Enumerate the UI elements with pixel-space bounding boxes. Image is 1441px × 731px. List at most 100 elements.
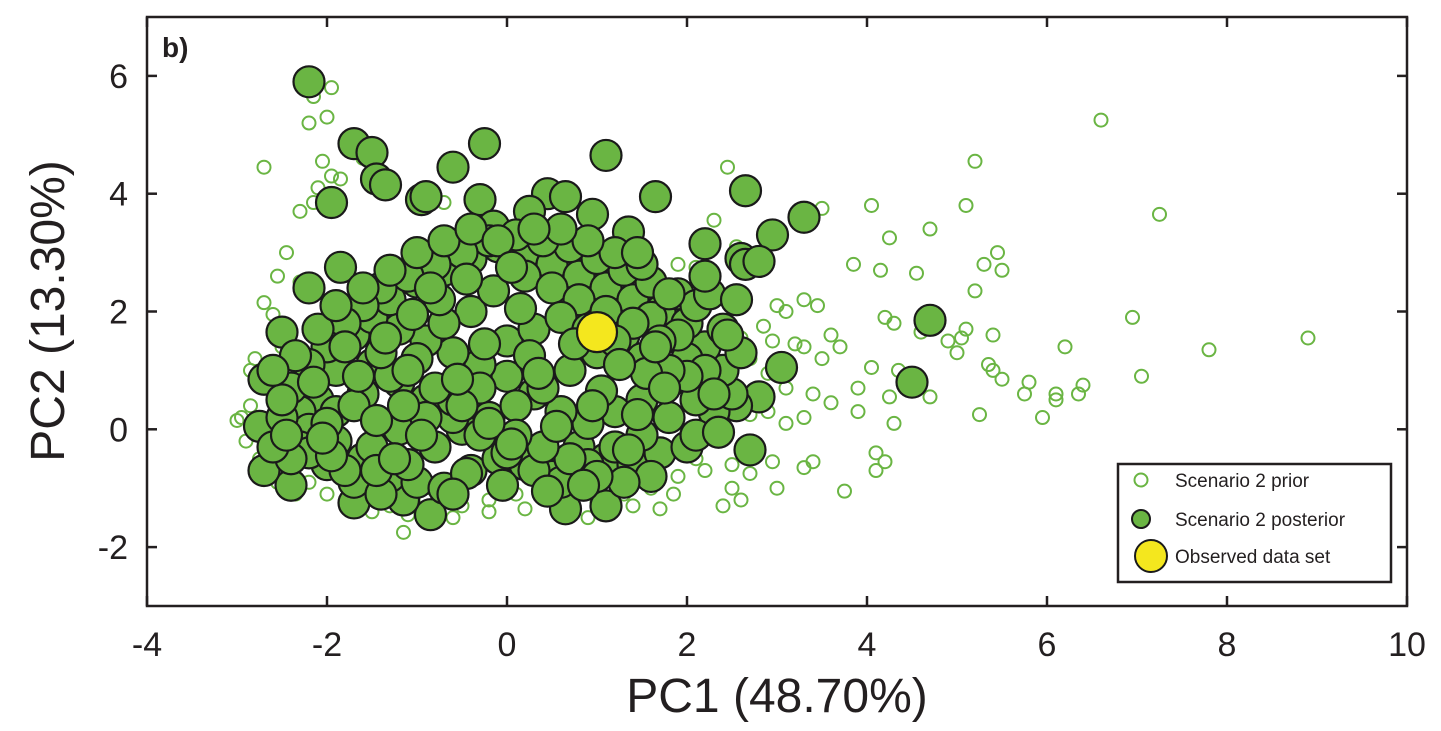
prior-point bbox=[396, 524, 411, 540]
x-tick-label: 6 bbox=[1038, 626, 1057, 664]
prior-point bbox=[882, 389, 897, 405]
prior-point bbox=[445, 510, 461, 526]
posterior-point bbox=[589, 489, 623, 523]
y-axis-title: PC2 (13.30%) bbox=[22, 160, 75, 461]
prior-point bbox=[1125, 309, 1140, 325]
posterior-point bbox=[467, 127, 502, 161]
posterior-point bbox=[710, 318, 745, 352]
posterior-point bbox=[719, 283, 754, 317]
posterior-point bbox=[589, 138, 623, 173]
prior-point bbox=[832, 339, 848, 355]
posterior-point bbox=[265, 383, 299, 417]
prior-point bbox=[796, 410, 812, 426]
prior-point bbox=[778, 415, 794, 431]
x-tick-label: 2 bbox=[678, 626, 697, 664]
prior-point bbox=[823, 327, 839, 343]
prior-point bbox=[243, 398, 258, 414]
prior-point bbox=[229, 412, 245, 428]
posterior-point bbox=[548, 180, 583, 214]
posterior-point bbox=[638, 180, 673, 214]
posterior-point bbox=[305, 421, 340, 455]
prior-point bbox=[1048, 386, 1064, 402]
prior-point bbox=[315, 153, 330, 169]
posterior-point bbox=[391, 353, 425, 387]
posterior-point bbox=[463, 182, 497, 217]
y-tick-label: 0 bbox=[109, 411, 128, 449]
observed-point bbox=[575, 311, 619, 354]
prior-point bbox=[652, 501, 668, 517]
prior-point bbox=[985, 362, 1001, 378]
posterior-point bbox=[346, 271, 380, 305]
prior-point bbox=[985, 327, 1001, 343]
prior-point bbox=[868, 445, 884, 461]
prior-point bbox=[922, 221, 938, 237]
posterior-point bbox=[440, 362, 475, 396]
prior-point bbox=[864, 197, 879, 213]
posterior-point bbox=[436, 477, 470, 511]
posterior-point bbox=[611, 433, 646, 467]
prior-point bbox=[958, 321, 974, 337]
posterior-point bbox=[733, 433, 767, 467]
prior-point bbox=[805, 454, 821, 470]
posterior-point bbox=[688, 259, 722, 293]
prior-point bbox=[1048, 392, 1064, 408]
x-tick-label: 4 bbox=[858, 626, 877, 664]
prior-point bbox=[940, 333, 956, 349]
posterior-point bbox=[467, 327, 502, 361]
panel-label: b) bbox=[162, 32, 188, 63]
prior-point bbox=[990, 245, 1005, 261]
y-tick-label: -2 bbox=[98, 529, 128, 567]
posterior-point bbox=[499, 389, 533, 423]
x-tick-label: 8 bbox=[1218, 626, 1237, 664]
prior-point bbox=[742, 465, 758, 481]
x-axis-title: PC1 (48.70%) bbox=[626, 670, 927, 723]
prior-point bbox=[1152, 206, 1167, 222]
prior-point bbox=[625, 498, 641, 514]
prior-point bbox=[814, 351, 830, 367]
prior-point bbox=[949, 345, 965, 361]
prior-point bbox=[1075, 377, 1091, 393]
prior-point bbox=[823, 395, 839, 411]
posterior-point bbox=[895, 365, 929, 399]
prior-point bbox=[864, 359, 879, 375]
x-tick-label: 0 bbox=[498, 626, 517, 664]
prior-point bbox=[850, 380, 866, 396]
prior-point bbox=[765, 454, 780, 470]
prior-point bbox=[1057, 339, 1073, 355]
posterior-point bbox=[377, 442, 412, 476]
legend-posterior-label: Scenario 2 posterior bbox=[1175, 510, 1346, 531]
posterior-point bbox=[607, 465, 641, 499]
prior-point bbox=[319, 486, 335, 502]
posterior-point bbox=[494, 250, 529, 284]
prior-point bbox=[1134, 368, 1149, 384]
posterior-point bbox=[787, 200, 821, 234]
prior-point bbox=[972, 407, 987, 423]
posterior-point bbox=[620, 397, 655, 432]
posterior-point bbox=[413, 271, 448, 305]
posterior-point bbox=[319, 289, 353, 323]
posterior-point bbox=[764, 350, 799, 385]
prior-point bbox=[868, 463, 884, 479]
y-tick-label: 6 bbox=[109, 58, 128, 96]
legend-observed-marker bbox=[1134, 539, 1168, 573]
prior-point bbox=[967, 153, 983, 169]
prior-point bbox=[292, 203, 308, 219]
prior-point bbox=[1201, 342, 1217, 358]
prior-point bbox=[1021, 374, 1037, 390]
posterior-point bbox=[368, 168, 403, 202]
y-tick-label: 4 bbox=[109, 176, 128, 214]
prior-point bbox=[796, 339, 812, 355]
prior-point bbox=[765, 333, 780, 349]
prior-point bbox=[805, 386, 821, 402]
x-tick-label: -4 bbox=[132, 626, 162, 664]
posterior-point bbox=[697, 377, 731, 411]
prior-point bbox=[517, 501, 533, 517]
legend-prior-marker bbox=[1133, 472, 1149, 488]
prior-point bbox=[954, 330, 969, 346]
prior-point bbox=[909, 265, 924, 281]
posterior-point bbox=[296, 365, 331, 399]
posterior-point bbox=[652, 400, 686, 435]
posterior-point bbox=[472, 406, 506, 441]
posterior-point bbox=[404, 418, 439, 452]
